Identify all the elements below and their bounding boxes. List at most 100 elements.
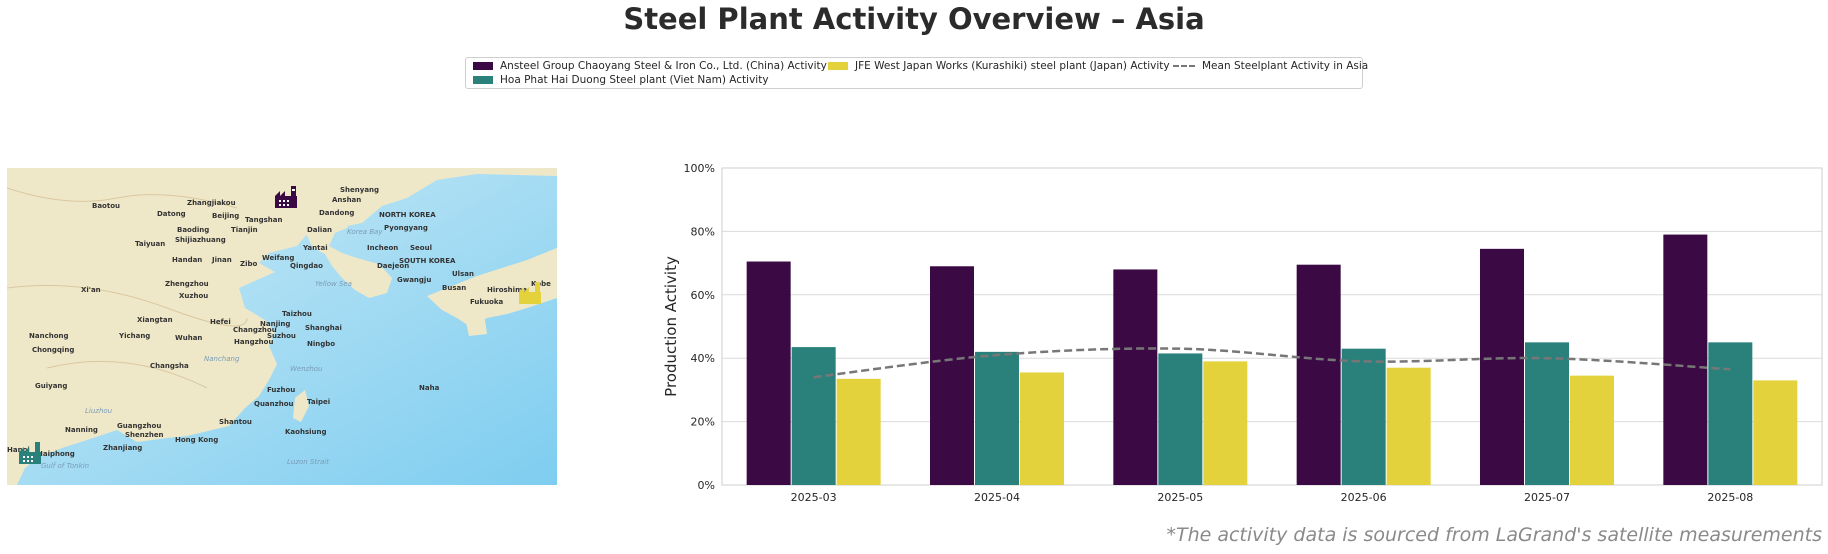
map-label: Changsha [150,362,189,370]
bar [930,266,974,485]
legend-swatch-jfe [828,62,848,70]
map-label: Quanzhou [254,400,294,408]
x-tick-label: 2025-03 [791,491,837,504]
mean-activity-line [813,347,1731,379]
map-border [7,187,238,209]
map-label: Kaohsiung [285,428,326,436]
map-label: Pyongyang [384,224,428,232]
legend-swatch-ansteel [473,62,493,70]
footnote: *The activity data is sourced from LaGra… [1166,524,1822,546]
map-label: Wenzhou [290,365,323,373]
map-svg: Baotou Zhangjiakou Datong Beijing Tangsh… [7,168,557,485]
map-border-2 [7,285,248,327]
map-label: Zhanjiang [103,444,142,452]
map-label: Guangzhou [117,422,161,430]
map-label: Guiyang [35,382,67,390]
map-label: Hefei [210,318,231,326]
map-label: Xuzhou [179,292,208,300]
bar [1296,264,1341,485]
map-label: Ningbo [307,340,335,348]
map-label: Baotou [92,202,120,210]
map-mainland [7,168,557,485]
map-label: Handan [172,256,202,264]
map-label: Luzon Strait [287,458,329,466]
bar [1158,353,1203,485]
map-label: Nanchong [29,332,69,340]
map-label: Dandong [319,209,354,217]
bar [1113,269,1158,485]
map-label: Busan [442,284,466,292]
map-label: Hanoi [7,446,30,454]
map-shikoku [465,318,487,336]
x-tick-label: 2025-05 [1157,491,1203,504]
map-label: Daejeon [377,262,409,270]
asia-map: Baotou Zhangjiakou Datong Beijing Tangsh… [7,168,557,485]
legend-label-jfe: JFE West Japan Works (Kurashiki) steel p… [855,60,1170,72]
chart-legend: Ansteel Group Chaoyang Steel & Iron Co.,… [465,57,1368,89]
legend-label-ansteel: Ansteel Group Chaoyang Steel & Iron Co.,… [500,60,827,72]
factory-icon-ansteel [275,186,297,208]
legend-swatch-mean [1173,65,1195,67]
plot-frame [721,167,1823,486]
map-label: Gulf of Tonkin [41,462,89,470]
map-label: Xi'an [81,286,101,294]
map-label: Datong [157,210,186,218]
map-label: Wuhan [175,334,202,342]
map-label: Shenyang [340,186,379,194]
map-label: Jinan [211,256,232,264]
map-border-3 [46,360,208,389]
map-label: Yantai [302,244,328,252]
map-label: Shenzhen [125,431,164,439]
map-label: Taipei [307,398,330,406]
legend-label-hoaphat: Hoa Phat Hai Duong Steel plant (Viet Nam… [500,74,769,86]
x-tick-label: 2025-07 [1524,491,1570,504]
map-label: Taiyuan [135,240,165,248]
page-title: Steel Plant Activity Overview – Asia [623,2,1205,36]
map-label: Nanjing [260,320,290,328]
map-label: Qingdao [290,262,323,270]
y-tick-label: 60% [691,289,715,302]
map-label: Fukuoka [470,298,504,306]
chart-grid [722,167,1822,486]
y-axis-ticks: 0% 20% 40% 60% 80% 100% [684,162,715,492]
map-label: Dalian [307,226,332,234]
legend-swatch-hoaphat [473,76,493,84]
map-label: Shanghai [305,324,342,332]
map-label: Nanning [65,426,98,434]
map-label: Nanchang [204,355,240,363]
map-label: Shijiazhuang [175,236,226,244]
map-label: Kobe [531,280,551,288]
chart-bars [746,234,1798,485]
legend-item-jfe: JFE West Japan Works (Kurashiki) steel p… [828,60,1170,72]
bar [1341,348,1386,485]
y-tick-label: 80% [691,225,715,238]
y-tick-label: 100% [684,162,715,175]
bar [1753,380,1798,485]
map-label: Tangshan [245,216,282,224]
map-label: Zhengzhou [165,280,209,288]
map-taiwan [293,390,309,422]
map-label: Xiangtan [137,316,173,324]
map-label: Baoding [177,226,209,234]
map-label: Zibo [240,260,257,268]
bar [975,351,1019,485]
bar [836,378,881,485]
map-label: Gwangju [397,276,431,284]
legend-item-mean: Mean Steelplant Activity in Asia [1173,60,1368,72]
map-label: Anshan [332,196,361,204]
bar [1663,234,1708,485]
map-label: Changzhou [233,326,277,334]
y-tick-label: 0% [698,479,715,492]
bar [1708,342,1753,485]
map-label: Ulsan [452,270,474,278]
x-axis-ticks: 2025-03 2025-04 2025-05 2025-06 2025-07 2025-… [791,491,1754,504]
map-label: Tianjin [231,226,258,234]
bar [1386,367,1431,485]
map-label: Weifang [262,254,294,262]
map-label: Hong Kong [175,436,218,444]
map-label: Korea Bay [347,228,383,236]
map-label: SOUTH KOREA [399,257,456,265]
map-label: Taizhou [282,310,312,318]
map-label: Shantou [219,418,252,426]
